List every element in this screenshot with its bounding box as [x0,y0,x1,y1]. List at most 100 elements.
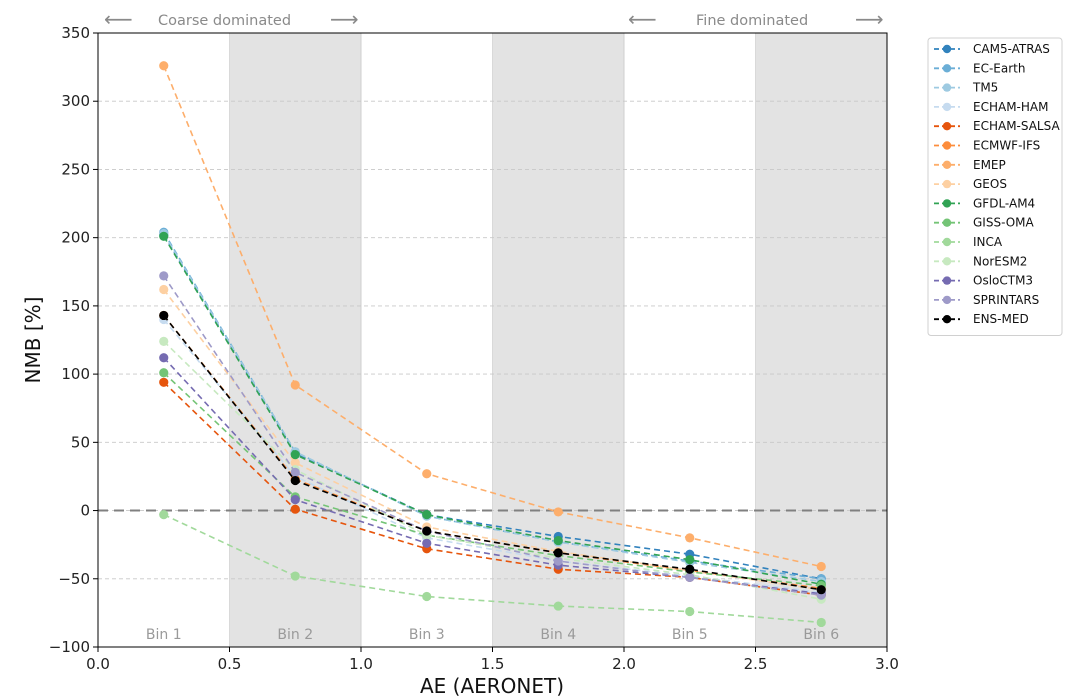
data-point [816,585,826,595]
series-ens-med [159,310,826,595]
coarse-left-arrow: ⟵ [104,7,133,31]
bin-shading-bands [229,33,888,647]
data-point [159,61,169,71]
data-point [685,606,695,617]
legend-item: EC-Earth [934,61,1025,75]
legend-swatch-marker [942,122,952,131]
data-point [159,310,169,321]
legend-label: EMEP [973,158,1006,172]
data-point [685,564,695,574]
y-tick-label: −50 [58,570,90,588]
legend-label: EC-Earth [973,61,1025,75]
legend-swatch-marker [942,83,952,92]
series-line [163,340,822,601]
x-tick-label: 1.5 [481,655,505,673]
series-line [163,314,822,591]
legend-swatch-marker [942,141,952,150]
legend-swatch-marker [942,276,952,285]
series-emep [159,61,826,572]
bin-band-2 [229,33,361,647]
fine-dominated-annotation: ⟵ Fine dominated ⟶ [628,7,884,31]
data-point [816,617,826,628]
legend-item: TM5 [934,81,998,95]
legend-item: GISS-OMA [934,216,1035,230]
data-point [553,535,563,546]
legend-label: TM5 [972,81,998,95]
legend-item: ECMWF-IFS [934,139,1040,153]
legend-item: GEOS [934,177,1007,191]
bin-label: Bin 5 [672,627,708,643]
coarse-dominated-label: Coarse dominated [158,13,291,29]
bin-band-6 [755,33,887,647]
legend-label: INCA [973,235,1003,249]
legend-label: SPRINTARS [973,293,1039,307]
series-line [163,235,822,586]
legend-box [927,37,1063,336]
legend-label: ECHAM-HAM [973,100,1048,114]
legend-swatch-marker [942,160,952,169]
data-point [553,548,563,558]
y-tick-label: 200 [61,229,90,247]
data-point [685,572,695,583]
data-point [290,571,300,581]
data-point [290,475,300,486]
bin-label: Bin 3 [409,627,445,643]
y-tick-label: 350 [61,24,90,42]
bin-label: Bin 1 [146,627,182,643]
bin-label: Bin 6 [803,627,839,643]
legend-swatch-marker [942,257,952,266]
y-tick-label: −100 [49,638,90,656]
x-tick-label: 2.0 [612,655,636,673]
series-line [163,233,822,583]
data-point [422,538,432,548]
data-point [159,231,169,241]
x-axis: 0.0 0.5 1.0 1.5 2.0 2.5 3.0 [86,647,899,673]
legend-item: SPRINTARS [934,293,1039,307]
data-point [290,458,300,468]
x-tick-label: 0.0 [86,655,110,673]
legend-swatch-marker [942,199,952,208]
data-point [422,526,432,536]
data-point [422,469,432,479]
data-point [422,591,432,602]
series-line [163,513,822,624]
legend-item: ENS-MED [934,312,1029,326]
y-tick-label: 250 [61,160,90,178]
series-line [163,381,822,596]
bin-label: Bin 2 [277,627,313,643]
legend-label: ECMWF-IFS [973,139,1040,153]
y-tick-label: 50 [71,433,90,451]
data-point [290,495,300,505]
data-point [159,510,169,520]
data-point [159,377,169,387]
data-point [290,504,300,514]
x-tick-label: 2.5 [744,655,768,673]
legend-label: OsloCTM3 [973,274,1033,288]
y-tick-label: 0 [80,502,90,520]
y-axis-label: NMB [%] [21,297,45,384]
legend-swatch-marker [942,218,952,227]
data-point [159,368,169,378]
data-point [553,507,563,517]
y-axis: −100 −50 0 50 100 150 200 250 300 350 [49,24,98,656]
legend-item: ECHAM-SALSA [934,119,1060,133]
legend-item: EMEP [934,158,1006,172]
fine-right-arrow: ⟶ [855,7,884,31]
legend-swatch-marker [942,237,952,247]
legend-label: CAM5-ATRAS [973,42,1050,56]
data-point [290,467,300,477]
x-tick-label: 3.0 [875,655,899,673]
legend-swatch-marker [942,295,952,305]
bin-label: Bin 4 [540,627,576,643]
data-point [159,284,169,295]
legend-label: GEOS [973,177,1007,191]
data-point [553,601,563,611]
legend-item: NorESM2 [934,254,1027,268]
series-line [163,357,822,595]
x-tick-label: 0.5 [218,655,242,673]
data-point [290,450,300,460]
y-tick-label: 300 [61,92,90,110]
series-line [163,65,822,568]
legend-label: ENS-MED [973,312,1029,326]
legend-swatch-marker [942,44,952,54]
